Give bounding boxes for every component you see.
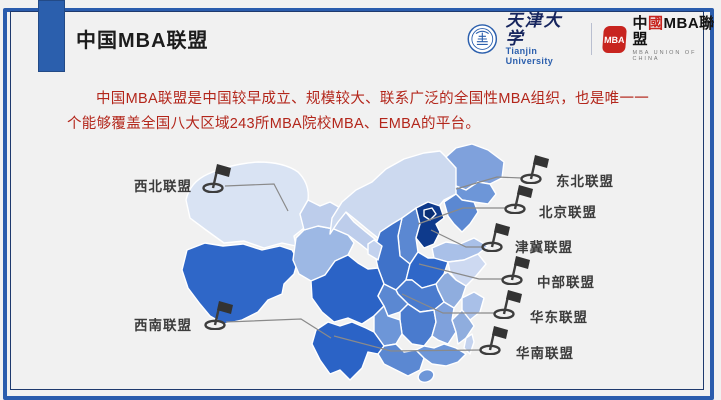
flag-icon (520, 153, 550, 184)
flag-icon (504, 183, 534, 214)
province-yunnan (311, 321, 385, 381)
page-title: 中国MBA联盟 (76, 30, 209, 52)
province-guangdong (415, 343, 467, 367)
alliance-label-beijing: 北京联盟 (539, 205, 597, 220)
province-tibet (181, 242, 299, 325)
mba-union-caption: MBA UNION OF CHINA (632, 49, 697, 62)
slide-border-inner (10, 11, 704, 390)
province-ningxia (367, 239, 383, 261)
logo-divider (590, 23, 592, 55)
alliance-label-south: 华南联盟 (516, 346, 574, 361)
tianjin-university-cn: 天津大学 (505, 10, 563, 48)
intro-paragraph: 中国MBA联盟是中国较早成立、规模较大、联系广泛的全国性MBA组织，也是唯一一个… (67, 91, 650, 132)
alliance-label-northwest: 西北联盟 (134, 179, 192, 194)
flag-icon (479, 324, 509, 355)
title-accent-bar (38, 0, 65, 72)
flag-icon (481, 221, 511, 252)
alliance-label-northeast: 东北联盟 (556, 174, 614, 189)
flag-icon (501, 254, 531, 285)
alliance-label-east: 华东联盟 (530, 310, 588, 325)
slide-border-outer (3, 8, 714, 400)
alliance-label-central: 中部联盟 (537, 275, 595, 290)
province-hunan (399, 303, 437, 347)
flag-icon (493, 288, 523, 319)
flag-icon (202, 162, 232, 193)
tianjin-university-en: Tianjin University (505, 46, 554, 66)
flag-icon (204, 299, 234, 330)
alliance-label-jinji: 津冀联盟 (515, 240, 573, 255)
mba-union-badge-icon: MBA (601, 25, 627, 53)
tianjin-university-seal-icon (467, 24, 498, 54)
mba-union-name: 中國MBA聯盟 (632, 14, 715, 49)
header-logos: 天津大学 Tianjin University MBA 中國MBA聯盟 MBA … (466, 11, 721, 66)
alliance-label-southwest: 西南联盟 (134, 318, 192, 333)
province-hainan (417, 369, 435, 383)
